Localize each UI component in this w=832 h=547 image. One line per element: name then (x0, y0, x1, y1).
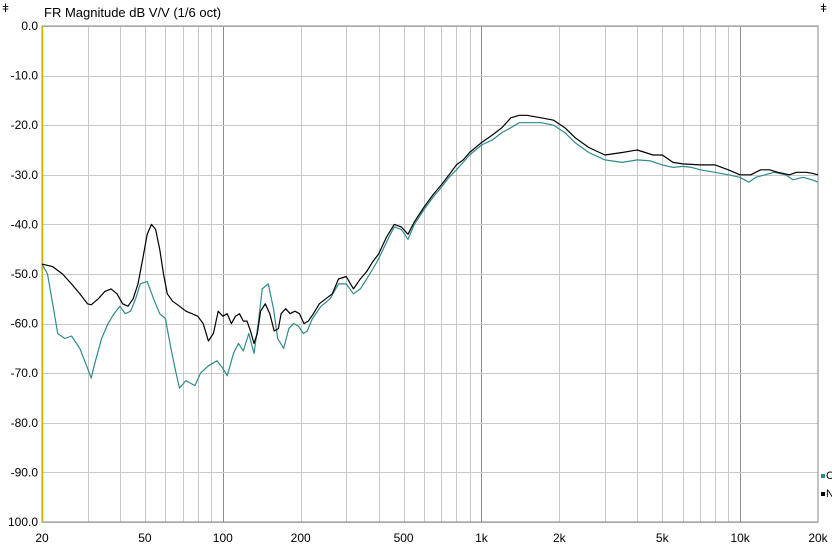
grid-lines (42, 26, 818, 523)
y-tick-label: 100.0 (8, 515, 38, 529)
y-tick-label: -20.0 (11, 118, 39, 132)
legend-swatch (821, 474, 825, 478)
x-tick-label: 50 (138, 531, 152, 545)
y-tick-label: -50.0 (11, 267, 39, 281)
x-tick-label: 200 (291, 531, 311, 545)
series-line-C (41, 122, 819, 389)
x-tick-label: 5k (656, 531, 670, 545)
series-line-N (41, 114, 819, 344)
y-tick-label: -80.0 (11, 416, 39, 430)
y-tick-label: -90.0 (11, 465, 39, 479)
chart-title: FR Magnitude dB V/V (1/6 oct) (44, 5, 221, 20)
y-tick-label: -70.0 (11, 366, 39, 380)
y-tick-label: -40.0 (11, 217, 39, 231)
y-tick-label: -60.0 (11, 317, 39, 331)
x-tick-label: 2k (553, 531, 567, 545)
legend-label: N (826, 488, 832, 500)
x-tick-label: 1k (475, 531, 489, 545)
series-lines (41, 114, 819, 389)
x-tick-label: 20k (808, 531, 828, 545)
legend-label: C (826, 470, 832, 482)
y-tick-label: -10.0 (11, 69, 39, 83)
x-tick-label: 100 (213, 531, 233, 545)
y-tick-label: -30.0 (11, 168, 39, 182)
cursor-marker-right: ǂ (820, 1, 827, 15)
tick-labels: 20 50 100 200 500 1k 2k 5k 10k 20k 0.0 -10.0 -20.0 -3… (8, 19, 829, 545)
y-tick-label: 0.0 (21, 19, 38, 33)
x-tick-label: 10k (730, 531, 750, 545)
x-tick-label: 500 (394, 531, 414, 545)
x-tick-label: 20 (35, 531, 49, 545)
cursor-marker: ǂ (2, 1, 9, 15)
legend-swatch (821, 492, 825, 496)
legend: CN (821, 470, 832, 500)
